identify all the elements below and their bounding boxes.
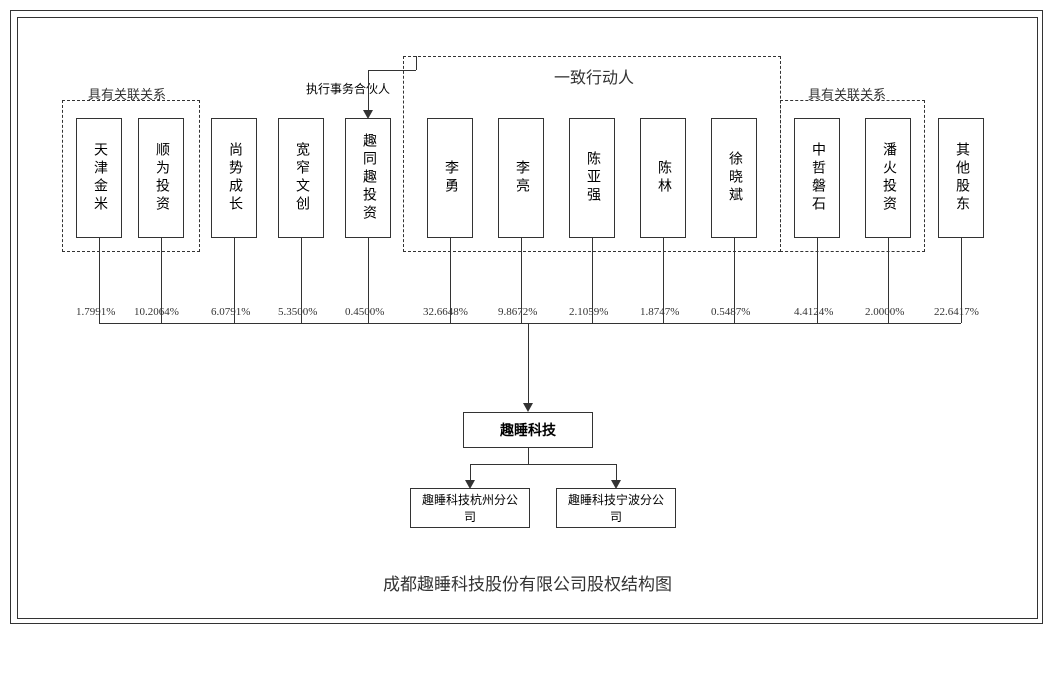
pct-4: 0.4500% <box>345 306 384 318</box>
sh-name-7: 陈亚强 <box>585 151 599 205</box>
company-main-label: 趣睡科技 <box>500 420 556 440</box>
pct-5: 32.6648% <box>423 306 468 318</box>
subsidiary-left: 趣睡科技杭州分公司 <box>410 488 530 528</box>
exec-partner-label: 执行事务合伙人 <box>306 80 390 97</box>
pct-2: 6.0791% <box>211 306 250 318</box>
trunk-down <box>528 323 529 405</box>
sh-name-10: 中哲磐石 <box>810 142 824 214</box>
shareholder-box-12: 其他股东 <box>938 118 984 238</box>
sh-name-3: 宽窄文创 <box>294 142 308 214</box>
sh-name-2: 尚势成长 <box>227 142 241 214</box>
diagram-canvas: 具有关联关系 一致行动人 具有关联关系 执行事务合伙人 天津金米 顺为投资 尚势… <box>18 18 1037 618</box>
group-right-label: 具有关联关系 <box>808 84 886 103</box>
shareholder-box-2: 尚势成长 <box>211 118 257 238</box>
shareholder-box-10: 中哲磐石 <box>794 118 840 238</box>
shareholder-box-9: 徐晓斌 <box>711 118 757 238</box>
shareholder-box-5: 李勇 <box>427 118 473 238</box>
diagram-caption: 成都趣睡科技股份有限公司股权结构图 <box>18 570 1037 595</box>
pct-6: 9.8672% <box>498 306 537 318</box>
shareholder-box-8: 陈林 <box>640 118 686 238</box>
pct-1: 10.2064% <box>134 306 179 318</box>
subsidiary-right-label: 趣睡科技宁波分公司 <box>565 491 667 525</box>
sh-name-9: 徐晓斌 <box>727 151 741 205</box>
pct-11: 2.0000% <box>865 306 904 318</box>
pct-10: 4.4124% <box>794 306 833 318</box>
pct-12: 22.6417% <box>934 306 979 318</box>
shareholder-box-7: 陈亚强 <box>569 118 615 238</box>
sh-name-12: 其他股东 <box>954 142 968 214</box>
branch-h <box>470 464 616 465</box>
sh-name-8: 陈林 <box>656 160 670 196</box>
sh-name-0: 天津金米 <box>92 142 106 214</box>
group-concerted-label: 一致行动人 <box>554 64 634 88</box>
shareholder-box-3: 宽窄文创 <box>278 118 324 238</box>
subsidiary-right: 趣睡科技宁波分公司 <box>556 488 676 528</box>
shareholder-box-4: 趣同趣投资 <box>345 118 391 238</box>
subsidiary-left-label: 趣睡科技杭州分公司 <box>419 491 521 525</box>
sh-name-5: 李勇 <box>443 160 457 196</box>
shareholder-box-1: 顺为投资 <box>138 118 184 238</box>
trunk-arrow <box>523 403 533 412</box>
pct-9: 0.5487% <box>711 306 750 318</box>
sh-name-6: 李亮 <box>514 160 528 196</box>
sh-name-4: 趣同趣投资 <box>361 133 375 223</box>
shareholder-box-11: 潘火投资 <box>865 118 911 238</box>
exec-line-down <box>368 70 369 114</box>
hbus <box>99 323 961 324</box>
sh-name-11: 潘火投资 <box>881 142 895 214</box>
pct-7: 2.1059% <box>569 306 608 318</box>
group-left-label: 具有关联关系 <box>88 84 166 103</box>
company-main: 趣睡科技 <box>463 412 593 448</box>
pct-3: 5.3500% <box>278 306 317 318</box>
pct-0: 1.7991% <box>76 306 115 318</box>
shareholder-box-0: 天津金米 <box>76 118 122 238</box>
exec-line-top <box>368 70 416 71</box>
sh-name-1: 顺为投资 <box>154 142 168 214</box>
shareholder-box-6: 李亮 <box>498 118 544 238</box>
pct-8: 1.8747% <box>640 306 679 318</box>
branch-stem <box>528 448 529 464</box>
exec-line-up <box>416 56 417 70</box>
